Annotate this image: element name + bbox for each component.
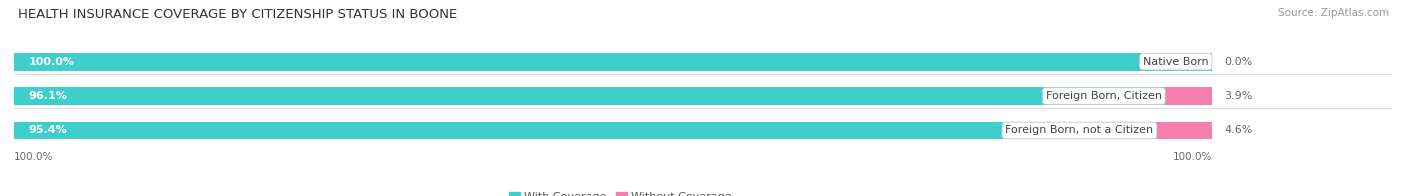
Text: Foreign Born, not a Citizen: Foreign Born, not a Citizen (1005, 125, 1153, 135)
Text: 0.0%: 0.0% (1225, 57, 1253, 67)
Bar (14, 87, 1212, 105)
Text: Native Born: Native Born (1143, 57, 1209, 67)
Bar (14, 53, 1212, 71)
Text: 95.4%: 95.4% (28, 125, 67, 135)
Text: 96.1%: 96.1% (28, 91, 67, 101)
Bar (1166, 87, 1212, 105)
Bar (1157, 122, 1212, 139)
Bar (14, 87, 1166, 105)
Bar (14, 122, 1212, 139)
Text: 3.9%: 3.9% (1225, 91, 1253, 101)
Bar (14, 53, 1212, 71)
Text: 4.6%: 4.6% (1225, 125, 1253, 135)
Legend: With Coverage, Without Coverage: With Coverage, Without Coverage (505, 187, 737, 196)
Text: 100.0%: 100.0% (28, 57, 75, 67)
Text: Foreign Born, Citizen: Foreign Born, Citizen (1046, 91, 1161, 101)
Text: 100.0%: 100.0% (14, 152, 53, 162)
Bar (14, 122, 1157, 139)
Text: HEALTH INSURANCE COVERAGE BY CITIZENSHIP STATUS IN BOONE: HEALTH INSURANCE COVERAGE BY CITIZENSHIP… (18, 8, 457, 21)
Text: Source: ZipAtlas.com: Source: ZipAtlas.com (1278, 8, 1389, 18)
Text: 100.0%: 100.0% (1173, 152, 1212, 162)
